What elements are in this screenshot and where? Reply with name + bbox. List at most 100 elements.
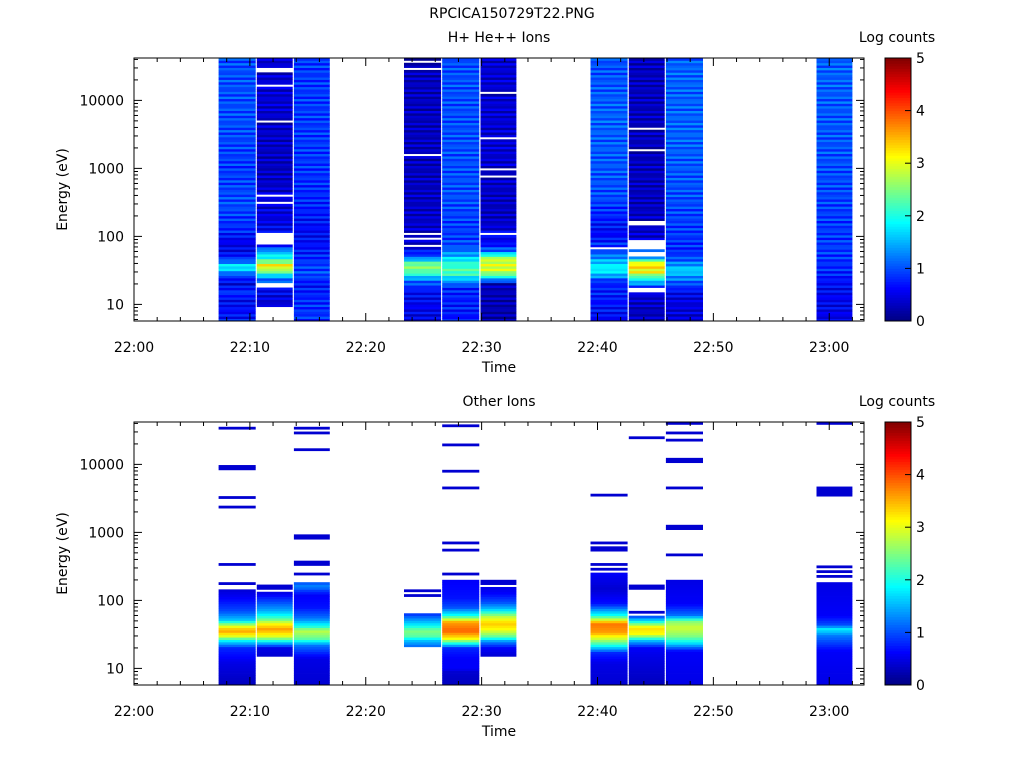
heatmap-cell bbox=[665, 127, 703, 131]
heatmap-cell bbox=[590, 546, 628, 550]
heatmap-cell bbox=[628, 653, 665, 657]
heatmap-cell bbox=[590, 656, 628, 660]
heatmap-cell bbox=[293, 270, 330, 274]
colorbar-cell bbox=[885, 252, 911, 256]
heatmap-cell bbox=[590, 680, 628, 684]
heatmap-cell bbox=[480, 280, 517, 284]
heatmap-cell bbox=[218, 79, 256, 83]
heatmap-cell bbox=[590, 249, 628, 253]
heatmap-cell bbox=[628, 630, 665, 633]
heatmap-cell bbox=[256, 127, 293, 131]
heatmap-cell bbox=[404, 287, 442, 291]
heatmap-cell bbox=[442, 127, 480, 131]
colorbar-cell bbox=[885, 157, 911, 162]
heatmap-cell bbox=[218, 172, 256, 176]
heatmap-cell bbox=[293, 584, 330, 588]
heatmap-cell bbox=[442, 234, 480, 238]
heatmap-cell bbox=[442, 254, 480, 257]
heatmap-cell bbox=[590, 101, 628, 104]
heatmap-cell bbox=[218, 620, 256, 624]
heatmap-cell bbox=[590, 586, 628, 590]
heatmap-cell bbox=[665, 287, 703, 291]
heatmap-cell bbox=[256, 275, 293, 279]
heatmap-cell bbox=[816, 316, 853, 320]
heatmap-cell bbox=[256, 218, 293, 221]
heatmap-cell bbox=[480, 306, 517, 310]
heatmap-cell bbox=[590, 91, 628, 95]
heatmap-cell bbox=[404, 110, 442, 114]
heatmap-cell bbox=[293, 292, 330, 296]
heatmap-cell bbox=[628, 292, 665, 296]
heatmap-cell bbox=[480, 589, 517, 593]
heatmap-cell bbox=[816, 668, 853, 672]
heatmap-cell bbox=[590, 297, 628, 300]
heatmap-cell bbox=[590, 675, 628, 679]
heatmap-cell bbox=[442, 268, 480, 272]
heatmap-cell bbox=[404, 144, 442, 147]
heatmap-cell bbox=[256, 273, 293, 276]
heatmap-cell bbox=[293, 148, 330, 152]
heatmap-cell bbox=[816, 491, 853, 495]
colorbar-tick-label: 0 bbox=[916, 678, 925, 694]
heatmap-cell bbox=[404, 134, 442, 138]
heatmap-cell bbox=[442, 610, 480, 614]
colorbar-cell bbox=[885, 627, 911, 631]
heatmap-cell bbox=[628, 311, 665, 315]
heatmap-cell bbox=[816, 242, 853, 245]
heatmap-cell bbox=[442, 153, 480, 157]
heatmap-cell bbox=[665, 124, 703, 128]
colorbar-cell bbox=[885, 553, 911, 557]
heatmap-cell bbox=[480, 268, 517, 272]
heatmap-cell bbox=[665, 139, 703, 143]
heatmap-cell bbox=[816, 596, 853, 600]
colorbar-cell bbox=[885, 582, 911, 586]
heatmap-cell bbox=[404, 234, 442, 238]
heatmap-cell bbox=[590, 110, 628, 114]
heatmap-cell bbox=[256, 81, 293, 85]
heatmap-cell bbox=[218, 603, 256, 607]
heatmap-cell bbox=[665, 292, 703, 296]
heatmap-cell bbox=[442, 661, 480, 664]
colorbar-cell bbox=[885, 650, 911, 654]
heatmap-cell bbox=[404, 129, 442, 133]
heatmap-cell bbox=[665, 651, 703, 655]
heatmap-cell bbox=[665, 237, 703, 241]
heatmap-cell bbox=[480, 603, 517, 607]
colorbar-label: Log counts bbox=[859, 30, 935, 46]
heatmap-cell bbox=[665, 144, 703, 147]
heatmap-cell bbox=[628, 203, 665, 207]
heatmap-cell bbox=[442, 160, 480, 164]
heatmap-cell bbox=[218, 606, 256, 609]
heatmap-cell bbox=[404, 277, 442, 281]
heatmap-cell bbox=[665, 203, 703, 207]
y-tick-label: 10000 bbox=[79, 93, 124, 109]
heatmap-cell bbox=[256, 103, 293, 107]
heatmap-cell bbox=[218, 270, 256, 274]
heatmap-cell bbox=[590, 563, 628, 566]
heatmap-cell bbox=[218, 627, 256, 631]
heatmap-cell bbox=[480, 206, 517, 210]
heatmap-cell bbox=[218, 297, 256, 300]
heatmap-cell bbox=[256, 112, 293, 116]
heatmap-cell bbox=[293, 237, 330, 241]
heatmap-cell bbox=[665, 639, 703, 643]
heatmap-cell bbox=[590, 124, 628, 128]
heatmap-cell bbox=[480, 309, 517, 312]
colorbar-cell bbox=[885, 464, 911, 468]
heatmap-cell bbox=[442, 299, 480, 303]
heatmap-cell bbox=[218, 239, 256, 243]
heatmap-cell bbox=[816, 263, 853, 267]
heatmap-cell bbox=[590, 289, 628, 293]
colorbar-cell bbox=[885, 278, 911, 283]
heatmap-cell bbox=[442, 625, 480, 629]
heatmap-cell bbox=[218, 120, 256, 123]
heatmap-cell bbox=[256, 129, 293, 133]
heatmap-cell bbox=[256, 170, 293, 174]
heatmap-cell bbox=[442, 651, 480, 655]
heatmap-cell bbox=[218, 273, 256, 276]
heatmap-cell bbox=[293, 67, 330, 71]
heatmap-cell bbox=[590, 179, 628, 183]
heatmap-cell bbox=[816, 175, 853, 178]
heatmap-cell bbox=[480, 582, 517, 585]
heatmap-cell bbox=[590, 608, 628, 612]
